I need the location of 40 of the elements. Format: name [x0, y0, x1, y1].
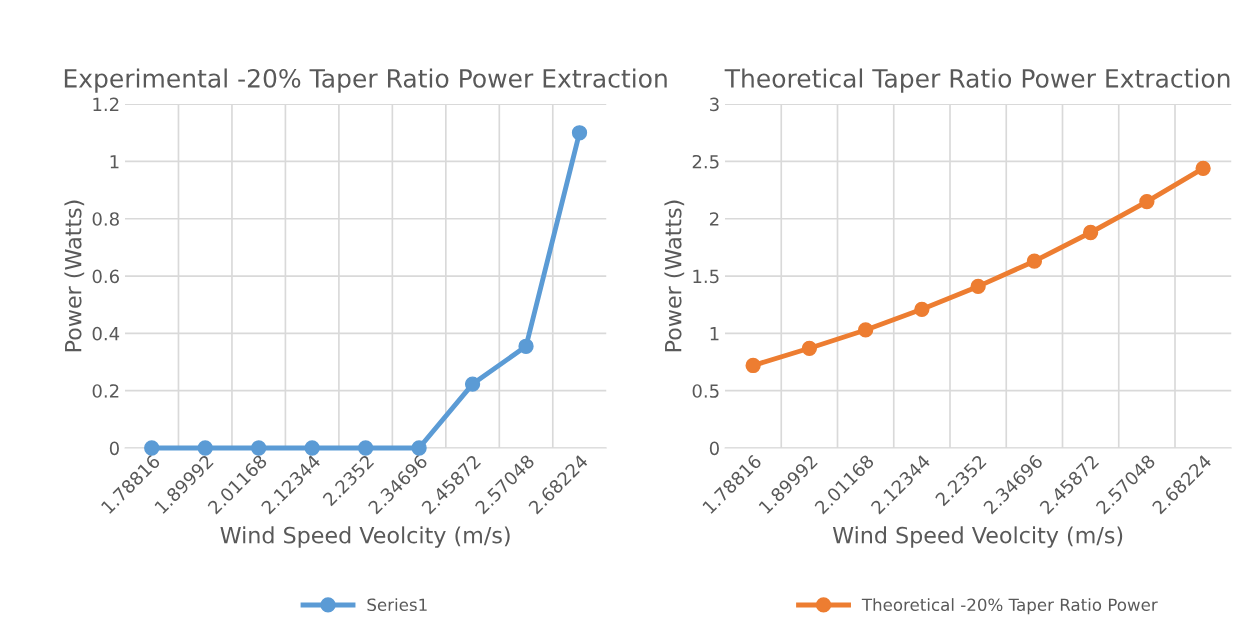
point [801, 340, 818, 356]
y-tick-label: 0.4 [92, 326, 120, 341]
y-tick-label: 2 [709, 212, 719, 226]
point [144, 440, 160, 456]
point [1139, 193, 1155, 210]
y-tick-label: 1.5 [693, 269, 719, 284]
y-tick-label: 0.8 [92, 212, 119, 226]
y-axis-title: Power (Watts) [64, 200, 85, 352]
x-axis-title: Wind Speed Veolcity (m/s) [832, 526, 1123, 548]
point [357, 440, 374, 456]
point [970, 278, 986, 295]
point [518, 338, 534, 354]
x-axis-title: Wind Speed Veolcity (m/s) [220, 526, 510, 548]
y-tick-label: 0 [709, 441, 719, 456]
y-tick-label: 1 [710, 327, 719, 341]
y-tick-label: 0.2 [92, 384, 119, 398]
point [857, 322, 874, 338]
y-tick-label: 0 [109, 441, 119, 456]
legend-label: Theoretical -20% Taper Ratio Power [861, 598, 1158, 615]
point [1026, 253, 1043, 269]
chart-title: Experimental -20% Taper Ratio Power Extraction [64, 68, 667, 93]
point [914, 301, 930, 317]
y-tick-label: 2.5 [692, 154, 719, 169]
point [411, 440, 427, 456]
point [464, 376, 481, 392]
point [251, 440, 267, 456]
point [1082, 224, 1099, 241]
y-tick-label: 0.5 [692, 384, 719, 398]
point [304, 440, 320, 456]
y-tick-label: 1.2 [93, 97, 119, 111]
point [197, 440, 213, 456]
legend-label: Series1 [367, 598, 427, 612]
chart-title: Theoretical Taper Ratio Power Extraction [724, 68, 1230, 93]
y-tick-label: 1 [110, 155, 119, 169]
point [745, 357, 761, 374]
point [571, 125, 588, 141]
y-tick-label: 3 [710, 97, 719, 112]
y-tick-label: 0.6 [92, 269, 119, 284]
point [1195, 160, 1211, 176]
y-axis-title: Power (Watts) [664, 200, 685, 352]
